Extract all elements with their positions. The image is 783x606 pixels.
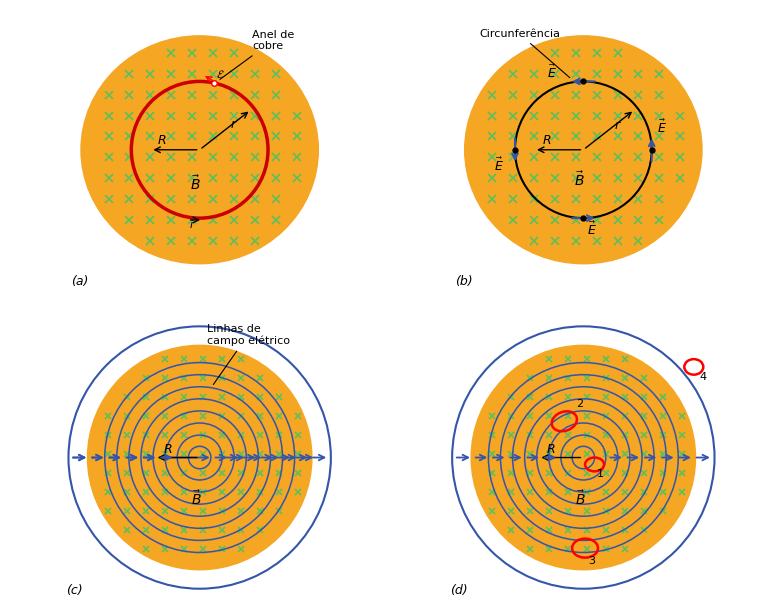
Text: $\vec{E}$: $\vec{E}$ [494,156,504,174]
Text: r: r [614,119,619,132]
Text: R: R [157,134,166,147]
Text: $\vec{E}$: $\vec{E}$ [658,118,667,136]
Text: Anel de
cobre: Anel de cobre [220,30,294,79]
Text: $\vec{E}$: $\vec{E}$ [547,64,557,81]
Text: $\mathcal{E}$: $\mathcal{E}$ [216,68,225,80]
Text: (d): (d) [449,584,467,597]
Ellipse shape [464,36,702,264]
Text: (c): (c) [66,584,82,597]
Ellipse shape [81,36,319,264]
Text: (b): (b) [455,275,473,288]
Text: $\vec{B}$: $\vec{B}$ [574,170,585,189]
Text: $\vec{B}$: $\vec{B}$ [191,490,202,508]
Text: 4: 4 [700,372,707,382]
Text: R: R [547,443,556,456]
Text: Circunferência: Circunferência [479,29,570,78]
Text: R: R [543,134,551,147]
Text: $\vec{B}$: $\vec{B}$ [575,490,586,508]
Circle shape [88,345,312,570]
Text: 1: 1 [597,468,604,479]
Text: Linhas de
campo elétrico: Linhas de campo elétrico [207,324,290,384]
Text: i: i [189,221,193,230]
Text: $\vec{E}$: $\vec{E}$ [587,221,597,238]
Text: r: r [230,118,236,131]
Text: 2: 2 [576,399,583,410]
Text: $\vec{B}$: $\vec{B}$ [190,174,201,193]
Text: R: R [164,443,172,456]
Text: 3: 3 [589,556,596,565]
Text: (a): (a) [71,275,89,288]
Circle shape [471,345,695,570]
